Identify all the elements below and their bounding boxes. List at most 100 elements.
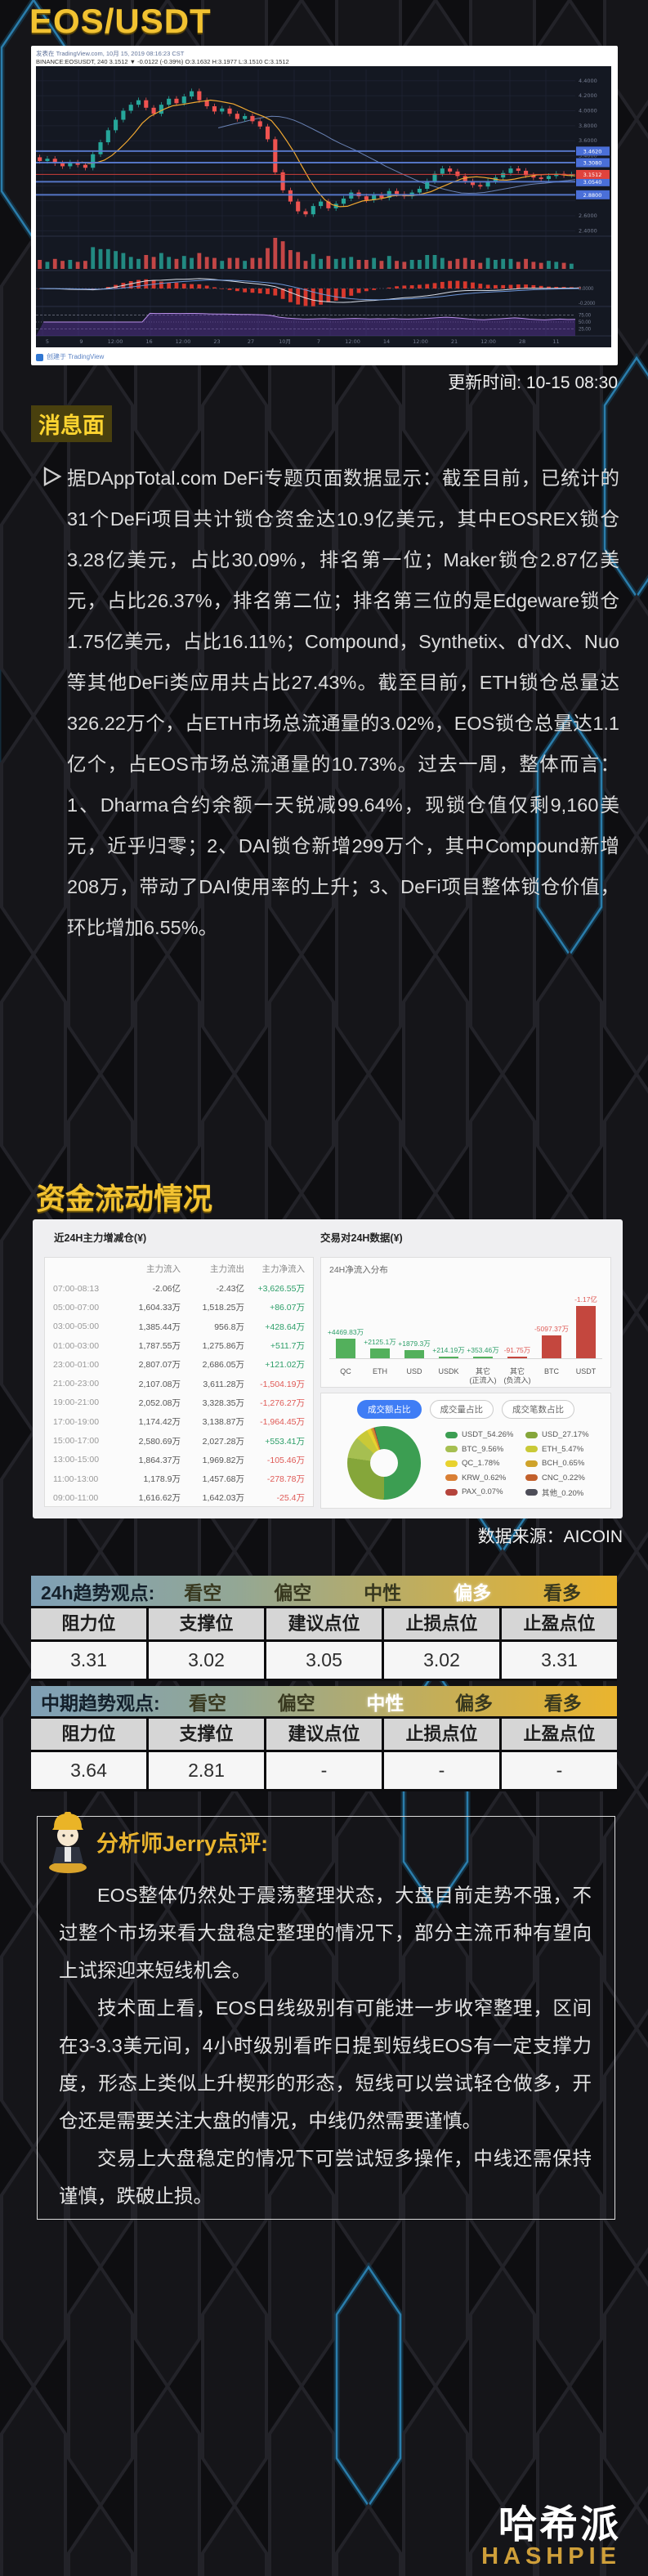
bar-column: -91.75万 bbox=[501, 1345, 534, 1358]
tradingview-logo-icon bbox=[36, 353, 43, 361]
time-range-cell: 23:00-01:00 bbox=[53, 1359, 100, 1370]
sentiment-label: 看多 bbox=[543, 1581, 582, 1603]
svg-text:23: 23 bbox=[213, 338, 220, 345]
legend-row: PAX_0.07% 其他_0.20% bbox=[445, 1485, 606, 1500]
sentiment-label: 偏多 bbox=[454, 1581, 492, 1603]
sentiment-label: 中性 bbox=[366, 1692, 404, 1714]
fund-table-header-cell: 主力流出 bbox=[210, 1263, 244, 1274]
inflow-cell: 1,864.37万 bbox=[138, 1455, 181, 1465]
inflow-cell: 1,616.62万 bbox=[138, 1493, 181, 1504]
share-tabs: 成交额占比 成交量占比 成交笔数占比 bbox=[321, 1400, 610, 1419]
legend-color-pill bbox=[445, 1488, 458, 1496]
fund-table-row: 01:00-03:00 1,787.55万 1,275.86万 +511.7万 bbox=[45, 1336, 313, 1355]
time-range-cell: 17:00-19:00 bbox=[53, 1416, 100, 1427]
outflow-cell: 1,642.03万 bbox=[202, 1493, 244, 1504]
tab-amount-share-button[interactable]: 成交额占比 bbox=[357, 1400, 422, 1419]
aicoin-panel: 近24H主力增减仓(¥) 主力流入 主力流出 主力净流入 07:00-08:13 -2.… bbox=[33, 1219, 623, 1518]
legend-label: USD_27.17% bbox=[542, 1430, 589, 1440]
bar-category-label: USD bbox=[406, 1367, 422, 1376]
metric-label-cell: 止盈点位 bbox=[502, 1719, 617, 1750]
metric-value-cell: - bbox=[266, 1752, 384, 1789]
chart-symbol-line: BINANCE:EOSUSDT, 240 3.1512 ▼ -0.0122 (-… bbox=[36, 58, 289, 65]
svg-text:3.8000: 3.8000 bbox=[579, 123, 597, 129]
metric-labels-row: 阻力位 支撑位 建议点位 止损点位 止盈点位 bbox=[31, 1608, 617, 1642]
legend-color-pill bbox=[525, 1460, 538, 1467]
bar-category-label: USDT bbox=[575, 1367, 597, 1376]
bar-column: +1879.3万 bbox=[398, 1339, 431, 1358]
metric-values-row: 3.64 2.81- - - bbox=[31, 1752, 617, 1791]
svg-text:2.6000: 2.6000 bbox=[579, 212, 597, 219]
svg-text:2.8800: 2.8800 bbox=[583, 192, 602, 199]
inflow-cell: 2,107.08万 bbox=[138, 1379, 181, 1389]
legend-color-pill bbox=[525, 1431, 538, 1438]
analyst-paragraph: 技术面上看，EOS日线级别有可能进一步收窄整理，区间在3-3.3美元间，4小时级… bbox=[59, 1997, 592, 2131]
donut-legend: USDT_54.26% USD_27.17% BTC_9.56% ETH_5.47% Q… bbox=[445, 1428, 606, 1500]
legend-row: BTC_9.56% ETH_5.47% bbox=[445, 1442, 606, 1457]
metric-label-cell: 支撑位 bbox=[149, 1608, 266, 1639]
svg-text:12:00: 12:00 bbox=[176, 338, 191, 345]
metric-label-cell: 建议点位 bbox=[266, 1719, 384, 1750]
tab-volume-share-button[interactable]: 成交量占比 bbox=[429, 1400, 494, 1419]
legend-item: BCH_0.65% bbox=[525, 1459, 606, 1468]
net-inflow-cell: +553.41万 bbox=[265, 1436, 305, 1447]
metric-value-cell: 2.81 bbox=[149, 1752, 266, 1789]
time-range-cell: 21:00-23:00 bbox=[53, 1379, 100, 1389]
net-inflow-cell: +3,626.55万 bbox=[257, 1284, 305, 1295]
legend-row: QC_1.78% BCH_0.65% bbox=[445, 1456, 606, 1471]
fund-table-header-cell: 主力流入 bbox=[146, 1263, 181, 1274]
svg-text:21: 21 bbox=[451, 338, 458, 345]
bar bbox=[439, 1357, 458, 1358]
tradingview-chart-panel: 发表在 TradingView.com, 10月 15, 2019 08:16:… bbox=[31, 46, 618, 365]
news-paragraph: 据DAppTotal.com DeFi专题页面数据显示：截至目前，已统计的31个… bbox=[67, 467, 619, 938]
legend-label: 其他_0.20% bbox=[542, 1488, 584, 1498]
metric-value-cell: 3.05 bbox=[266, 1642, 384, 1679]
fund-table-title: 近24H主力增减仓(¥) bbox=[54, 1232, 147, 1244]
time-range-cell: 11:00-13:00 bbox=[53, 1474, 99, 1484]
svg-text:10月: 10月 bbox=[279, 338, 291, 345]
trend-header: 中期趋势观点: 看空 偏空 中性 偏多 看多 bbox=[31, 1686, 617, 1719]
metric-labels-row: 阻力位 支撑位 建议点位 止损点位 止盈点位 bbox=[31, 1719, 617, 1752]
trend-header: 24h趋势观点: 看空 偏空 中性 偏多 看多 bbox=[31, 1576, 617, 1608]
inflow-cell: 2,580.69万 bbox=[138, 1436, 181, 1447]
svg-text:27: 27 bbox=[248, 338, 254, 345]
bar-value-label: +4469.83万 bbox=[327, 1327, 364, 1336]
svg-text:3.3080: 3.3080 bbox=[583, 160, 602, 167]
metric-value-cell: 3.64 bbox=[31, 1752, 149, 1789]
bar-column: +4469.83万 bbox=[327, 1327, 364, 1358]
metric-label-cell: 止损点位 bbox=[384, 1719, 502, 1750]
tab-count-share-button[interactable]: 成交笔数占比 bbox=[502, 1400, 574, 1419]
sentiment-label: 看多 bbox=[543, 1692, 582, 1714]
legend-color-pill bbox=[525, 1488, 538, 1496]
metric-values-row: 3.31 3.02 3.05 3.02 3.31 bbox=[31, 1642, 617, 1681]
bar bbox=[576, 1306, 596, 1358]
bar-column: -1.17亿 bbox=[570, 1295, 602, 1358]
svg-text:0.0000: 0.0000 bbox=[579, 287, 594, 292]
analyst-heading: 分析师Jerry点评: bbox=[96, 1831, 269, 1856]
svg-text:4.2000: 4.2000 bbox=[579, 92, 597, 99]
metric-value-cell: 3.02 bbox=[149, 1642, 266, 1679]
legend-label: QC_1.78% bbox=[462, 1459, 500, 1469]
legend-item: ETH_5.47% bbox=[525, 1445, 606, 1454]
bar-value-label: -1.17亿 bbox=[574, 1295, 597, 1304]
bar bbox=[336, 1338, 355, 1358]
fund-table-row: 09:00-11:00 1,616.62万 1,642.03万 -25.4万 bbox=[45, 1488, 313, 1507]
legend-row: KRW_0.62% CNC_0.22% bbox=[445, 1471, 606, 1486]
analyst-panel bbox=[37, 1816, 615, 2220]
sentiment-label: 看空 bbox=[189, 1692, 226, 1714]
inflow-cell: 1,178.9万 bbox=[143, 1474, 181, 1485]
net-inflow-cell: +121.02万 bbox=[265, 1360, 305, 1371]
analyst-paragraph: 交易上大盘稳定的情况下可尝试短多操作，中线还需保持谨慎，跌破止损。 bbox=[59, 2148, 592, 2207]
inflow-cell: 2,052.08万 bbox=[138, 1398, 181, 1408]
bar-value-label: +214.19万 bbox=[432, 1346, 465, 1354]
net-inflow-cell: -278.78万 bbox=[266, 1474, 305, 1485]
sentiment-label: 看空 bbox=[184, 1581, 222, 1603]
net-inflow-cell: -1,276.27万 bbox=[260, 1398, 305, 1408]
sentiment-label: 偏空 bbox=[274, 1581, 312, 1603]
trend-table-24h: 24h趋势观点: 看空 偏空 中性 偏多 看多 阻力位 支撑位 建议点位 止损点位 止盈点位 3.31… bbox=[31, 1576, 617, 1681]
svg-text:25.00: 25.00 bbox=[579, 328, 592, 333]
bar-category-label: USDK bbox=[438, 1367, 459, 1376]
bar-category-label: ETH bbox=[373, 1367, 387, 1376]
legend-label: CNC_0.22% bbox=[542, 1473, 585, 1483]
inflow-cell: 1,787.55万 bbox=[138, 1341, 181, 1352]
time-range-cell: 03:00-05:00 bbox=[53, 1322, 100, 1332]
